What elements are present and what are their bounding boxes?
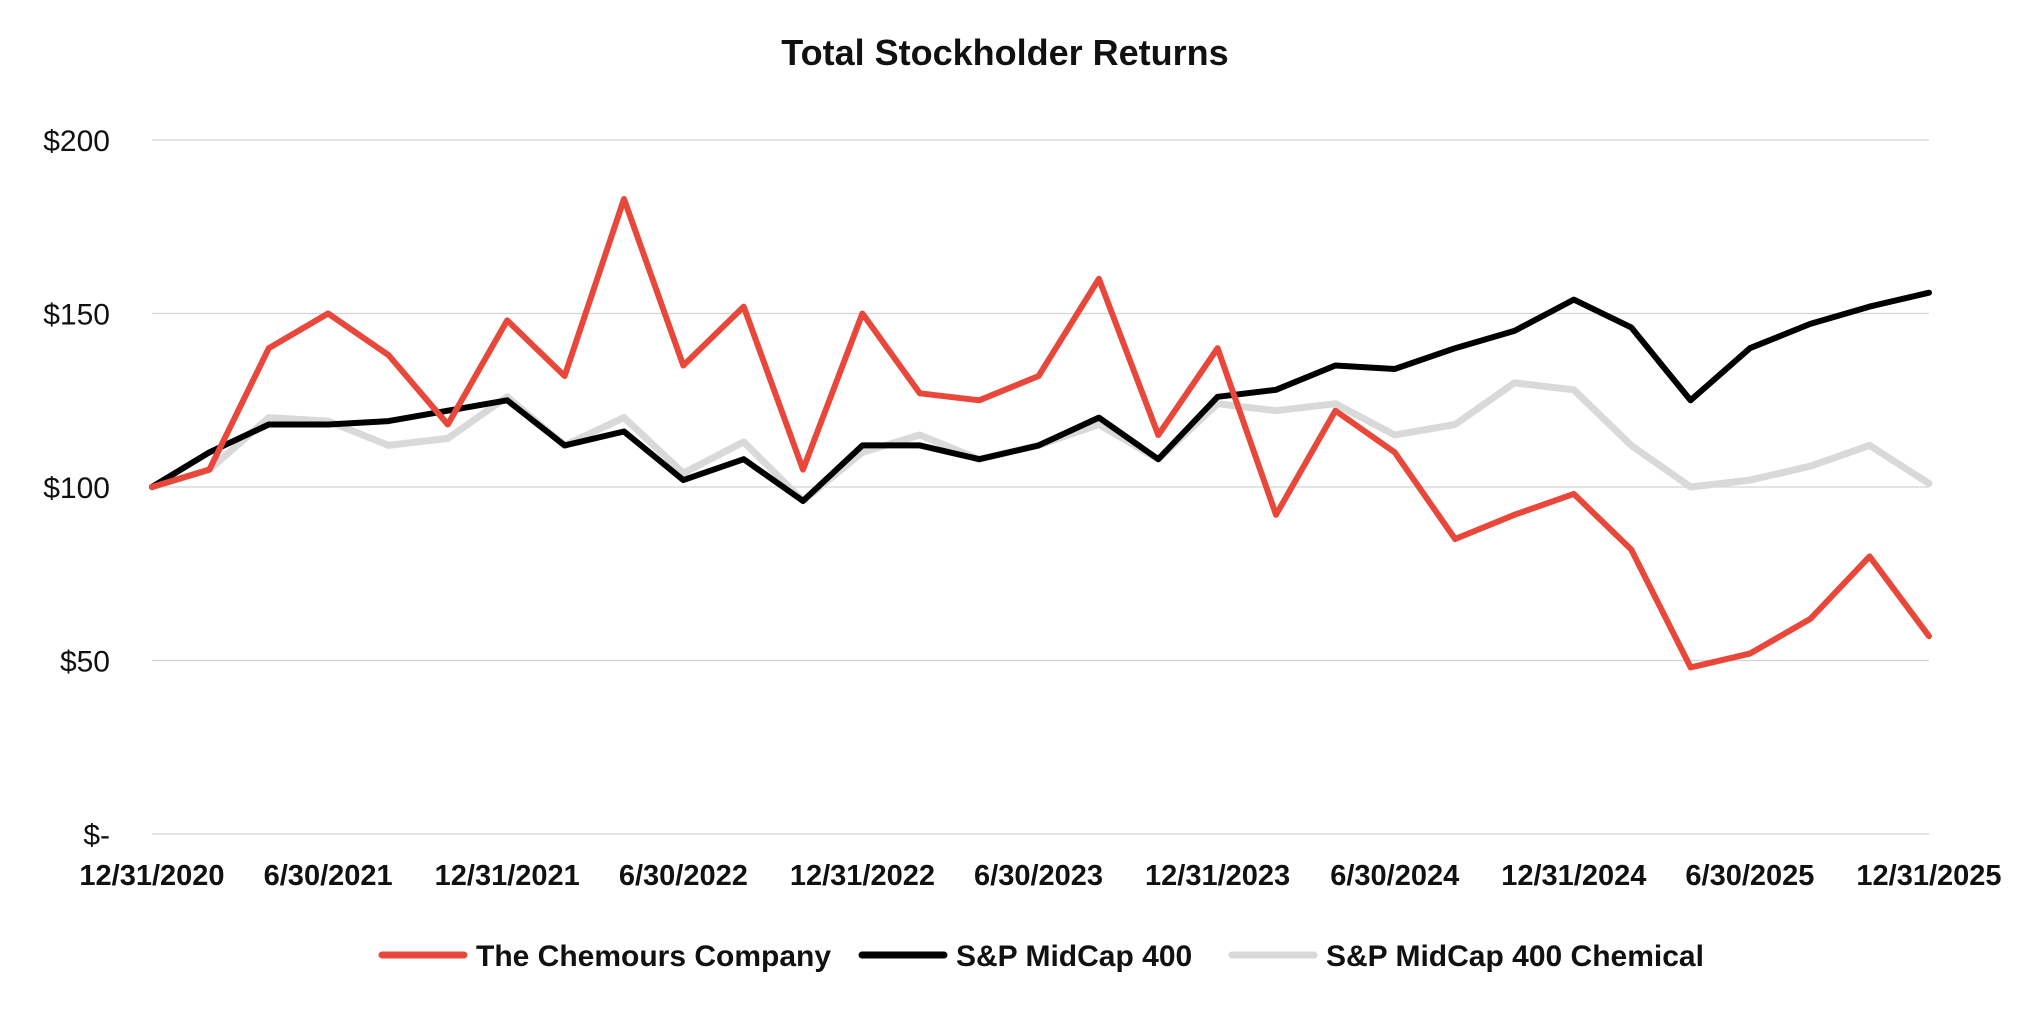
series-lines bbox=[148, 196, 1933, 671]
x-tick-label: 12/31/2024 bbox=[1501, 860, 1646, 892]
y-tick-label: $100 bbox=[43, 472, 110, 505]
chart-title: Total Stockholder Returns bbox=[781, 32, 1228, 73]
x-tick-label: 12/31/2023 bbox=[1145, 860, 1290, 892]
x-tick-label: 6/30/2025 bbox=[1685, 860, 1814, 892]
x-tick-label: 6/30/2021 bbox=[264, 860, 393, 892]
x-tick-label: 6/30/2024 bbox=[1330, 860, 1459, 892]
gridlines bbox=[152, 139, 1929, 835]
x-tick-label: 12/31/2020 bbox=[79, 860, 224, 892]
legend-label: S&P MidCap 400 bbox=[956, 940, 1192, 973]
x-tick-label: 6/30/2022 bbox=[619, 860, 748, 892]
x-tick-label: 12/31/2022 bbox=[790, 860, 935, 892]
x-axis-ticks: 12/31/2020 6/30/2021 12/31/2021 6/30/2022 12… bbox=[79, 860, 2001, 892]
y-tick-label: $150 bbox=[43, 299, 110, 332]
y-tick-label: $50 bbox=[60, 646, 110, 679]
legend-label: S&P MidCap 400 Chemical bbox=[1326, 940, 1704, 973]
y-tick-label: $200 bbox=[43, 125, 110, 158]
y-tick-label: $- bbox=[83, 819, 110, 852]
series-line-the-chemours-company bbox=[149, 196, 1932, 671]
x-tick-label: 12/31/2025 bbox=[1856, 860, 2001, 892]
y-axis-ticks: $- $50 $100 $150 $200 bbox=[43, 125, 110, 852]
series-line-s-p-midcap-400 bbox=[149, 289, 1932, 504]
legend-label: The Chemours Company bbox=[476, 940, 831, 973]
x-tick-label: 6/30/2023 bbox=[974, 860, 1103, 892]
x-tick-label: 12/31/2021 bbox=[435, 860, 580, 892]
legend: The Chemours Company S&P MidCap 400 S&P Mi… bbox=[378, 940, 1704, 973]
